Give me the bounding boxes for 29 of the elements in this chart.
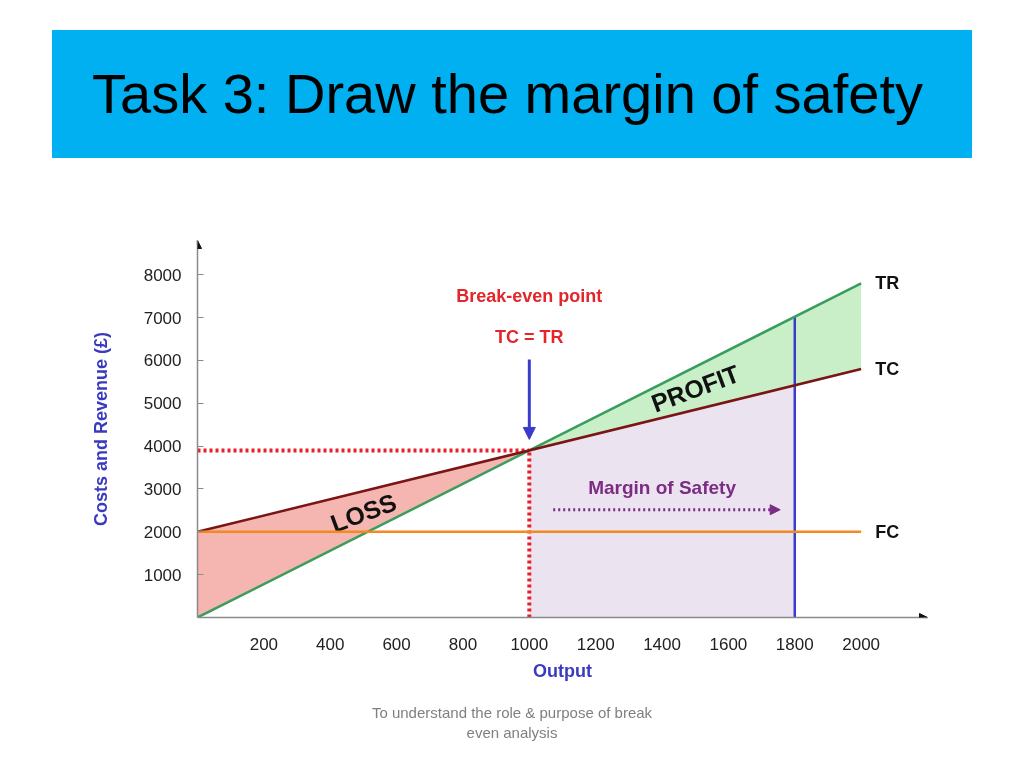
annotation: TC = TR — [495, 327, 564, 348]
y-axis-title: Costs and Revenue (£) — [90, 331, 111, 527]
x-tick-label: 600 — [382, 634, 411, 654]
series-label: TR — [875, 273, 900, 294]
x-tick-label: 1200 — [576, 634, 615, 654]
x-tick-label: 400 — [316, 634, 345, 654]
y-tick-label: 1000 — [143, 565, 182, 585]
annotation: Break-even point — [456, 286, 603, 307]
x-tick-label: 1000 — [510, 634, 549, 654]
y-tick-label: 6000 — [143, 351, 182, 371]
text: Margin of Safety — [588, 477, 737, 499]
x-tick-label: 800 — [448, 634, 478, 654]
series-label: TC — [875, 359, 900, 380]
x-axis-title: Output — [533, 660, 592, 681]
y-tick-label: 2000 — [143, 522, 182, 542]
y-tick-label: 5000 — [143, 394, 182, 414]
x-tick-label: 1400 — [643, 634, 681, 654]
x-tick-label: 1600 — [709, 634, 748, 654]
x-tick-label: 200 — [249, 634, 279, 654]
y-tick-label: 7000 — [143, 308, 182, 328]
text: To understand the role & purpose of break even analysis — [370, 703, 654, 744]
y-tick-label: 8000 — [143, 265, 182, 285]
y-tick-label: 3000 — [143, 479, 182, 499]
chart-title: Task 3: Draw the margin of safety — [92, 61, 924, 127]
x-tick-label: 1800 — [775, 634, 814, 654]
text: LOSS — [326, 487, 401, 538]
x-tick-label: 2000 — [842, 634, 881, 654]
y-tick-label: 4000 — [143, 437, 182, 457]
series-label: FC — [875, 521, 900, 542]
